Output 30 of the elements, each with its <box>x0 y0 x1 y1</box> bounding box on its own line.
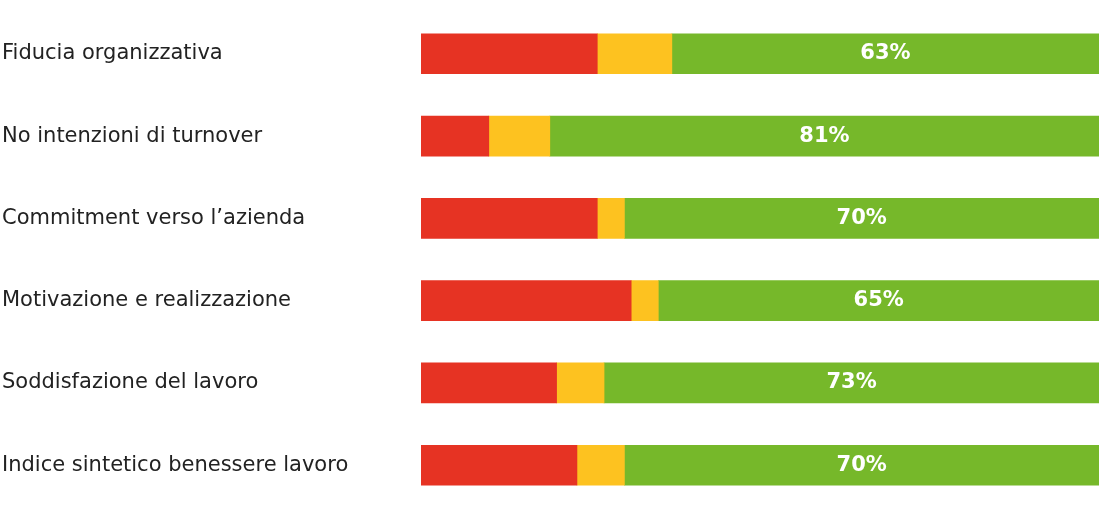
bar <box>421 198 598 239</box>
bar <box>624 198 1099 239</box>
bar <box>421 362 557 404</box>
y-tick-label: Motivazione e realizzazione <box>2 287 292 312</box>
y-tick-label: Commitment verso l’azienda <box>2 204 306 229</box>
data-label: 81% <box>799 122 850 147</box>
y-tick-label: No intenzioni di turnover <box>2 122 263 147</box>
data-label: 70% <box>836 451 887 476</box>
bar <box>556 362 605 404</box>
bar <box>630 280 659 321</box>
bar <box>603 362 1099 404</box>
bar <box>421 280 632 321</box>
data-label: 65% <box>853 287 904 312</box>
bar <box>421 444 578 486</box>
bar <box>421 115 490 157</box>
bar <box>576 444 625 486</box>
bar <box>624 444 1099 486</box>
bar <box>488 115 551 157</box>
y-tick-label: Fiducia organizzativa <box>2 40 223 65</box>
bar <box>596 33 673 75</box>
bar <box>671 33 1099 75</box>
bar <box>596 198 625 239</box>
y-tick-label: Indice sintetico benessere lavoro <box>2 451 349 476</box>
data-label: 70% <box>836 204 887 229</box>
bar <box>657 280 1099 321</box>
data-label: 73% <box>826 369 877 394</box>
bar <box>549 115 1099 157</box>
y-tick-label: Soddisfazione del lavoro <box>2 369 259 394</box>
bar <box>421 33 598 75</box>
data-label: 63% <box>860 40 911 65</box>
